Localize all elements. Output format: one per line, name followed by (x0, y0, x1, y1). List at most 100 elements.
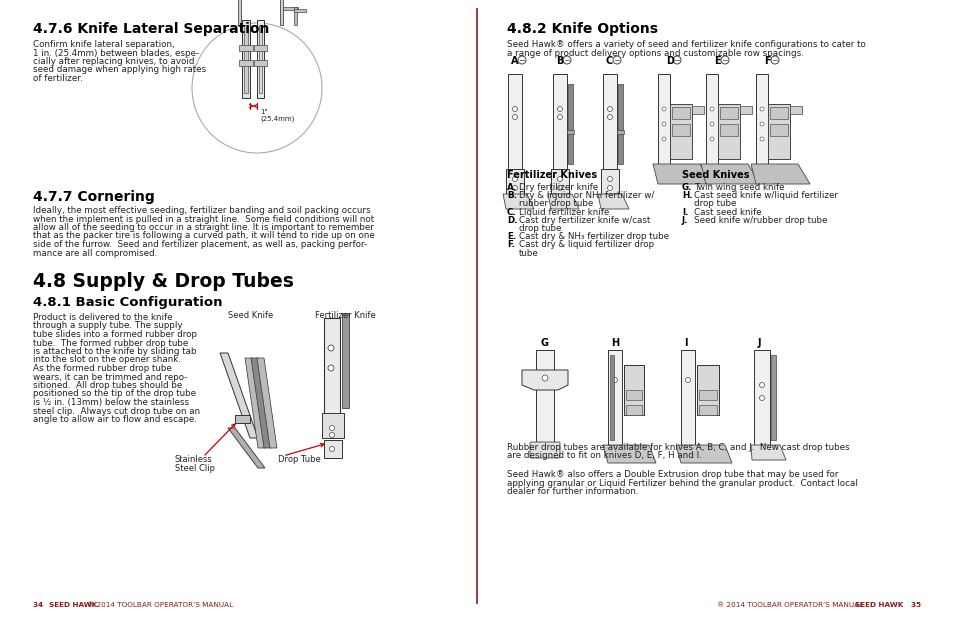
Text: Twin wing seed knife: Twin wing seed knife (693, 183, 783, 192)
Text: D.: D. (506, 216, 517, 225)
Bar (755, 74, 767, 164)
Text: E.: E. (506, 232, 516, 241)
Bar (699, 390, 717, 400)
Circle shape (328, 365, 334, 371)
Text: Liquid fertilizer knife: Liquid fertilizer knife (518, 208, 609, 216)
Circle shape (770, 56, 779, 64)
Circle shape (709, 137, 713, 141)
Text: is ½ in. (13mm) below the stainless: is ½ in. (13mm) below the stainless (33, 398, 189, 407)
Circle shape (512, 114, 517, 119)
Circle shape (709, 107, 713, 111)
Text: ® 2014 TOOLBAR OPERATOR’S MANUAL: ® 2014 TOOLBAR OPERATOR’S MANUAL (716, 602, 862, 608)
Bar (623, 365, 643, 415)
Bar (658, 74, 669, 164)
Circle shape (557, 106, 562, 111)
Text: D: D (665, 56, 673, 66)
Bar (720, 124, 738, 136)
Text: Cast seed knife w/liquid fertilizer: Cast seed knife w/liquid fertilizer (693, 191, 837, 200)
Text: ® 2014 TOOLBAR OPERATOR’S MANUAL: ® 2014 TOOLBAR OPERATOR’S MANUAL (87, 602, 233, 608)
Text: Seed Knife: Seed Knife (228, 311, 273, 320)
Text: 4.8.1 Basic Configuration: 4.8.1 Basic Configuration (33, 296, 222, 309)
Text: Seed Hawk® offers a variety of seed and fertilizer knife configurations to cater: Seed Hawk® offers a variety of seed and … (506, 40, 865, 49)
Text: SEED HAWK: SEED HAWK (854, 602, 902, 608)
Text: when the implement is pulled in a straight line.  Some field conditions will not: when the implement is pulled in a straig… (33, 214, 374, 224)
Bar (617, 130, 623, 134)
Bar (256, 20, 264, 98)
Bar (324, 318, 339, 423)
Text: of fertilizer.: of fertilizer. (33, 74, 83, 83)
Bar (740, 106, 751, 114)
Circle shape (557, 114, 562, 119)
Polygon shape (602, 445, 656, 463)
Text: I: I (683, 338, 687, 348)
Bar (253, 60, 267, 66)
Text: C.: C. (506, 208, 517, 216)
Polygon shape (547, 194, 578, 209)
Circle shape (612, 378, 617, 383)
Circle shape (672, 56, 680, 64)
Text: Stainless: Stainless (174, 455, 213, 464)
Polygon shape (251, 358, 271, 448)
Text: F: F (763, 56, 770, 66)
Text: Product is delivered to the knife: Product is delivered to the knife (33, 313, 172, 322)
Text: Dry fertilizer knife: Dry fertilizer knife (518, 183, 598, 192)
Text: I.: I. (681, 208, 688, 216)
Polygon shape (750, 445, 785, 460)
Bar (669, 104, 691, 159)
Bar (324, 440, 341, 458)
Circle shape (661, 137, 665, 141)
Text: applying granular or Liquid Fertilizer behind the granular product.  Contact loc: applying granular or Liquid Fertilizer b… (506, 478, 857, 488)
Bar (280, 0, 283, 25)
Text: Rubber drop tubes are available for knives A, B, C, and J.  New cast drop tubes: Rubber drop tubes are available for kniv… (506, 443, 849, 452)
Text: side of the furrow.  Seed and fertilizer placement, as well as, packing perfor-: side of the furrow. Seed and fertilizer … (33, 240, 367, 249)
Bar (789, 106, 801, 114)
Circle shape (512, 185, 517, 190)
Bar (625, 405, 641, 415)
Bar (600, 169, 618, 194)
Bar (244, 25, 248, 93)
Text: 4.8.2 Knife Options: 4.8.2 Knife Options (506, 22, 658, 36)
Text: J.: J. (681, 216, 688, 225)
Text: Seed Hawk® also offers a Double Extrusion drop tube that may be used for: Seed Hawk® also offers a Double Extrusio… (506, 470, 838, 479)
Bar (753, 350, 769, 445)
Text: G.: G. (681, 183, 692, 192)
Bar (566, 130, 574, 134)
Text: dealer for further information.: dealer for further information. (506, 487, 638, 496)
Bar (507, 74, 521, 169)
Text: Dry & liquid or NH₃ fertilizer w/: Dry & liquid or NH₃ fertilizer w/ (518, 191, 654, 200)
Text: 34: 34 (33, 602, 48, 608)
Bar (770, 355, 775, 440)
Bar (536, 350, 554, 445)
Text: 35: 35 (905, 602, 920, 608)
Bar (294, 9, 306, 12)
Circle shape (512, 177, 517, 182)
Circle shape (607, 185, 612, 190)
Text: into the slot on the opener shank.: into the slot on the opener shank. (33, 355, 181, 365)
Circle shape (607, 177, 612, 182)
Bar (691, 106, 703, 114)
Polygon shape (502, 194, 534, 209)
Circle shape (759, 383, 763, 387)
Polygon shape (700, 164, 760, 184)
Text: Cast seed knife: Cast seed knife (693, 208, 760, 216)
Text: G: G (540, 338, 548, 348)
Text: 4.8 Supply & Drop Tubes: 4.8 Supply & Drop Tubes (33, 272, 294, 291)
Bar (294, 7, 296, 25)
Text: seed damage when applying high rates: seed damage when applying high rates (33, 66, 206, 75)
Circle shape (720, 56, 728, 64)
Text: tube slides into a formed rubber drop: tube slides into a formed rubber drop (33, 330, 196, 339)
Text: Fertilizer Knife: Fertilizer Knife (314, 311, 375, 320)
Bar (551, 169, 568, 194)
Text: is attached to the knife by sliding tab: is attached to the knife by sliding tab (33, 347, 196, 356)
Bar (767, 104, 789, 159)
Circle shape (709, 122, 713, 126)
Bar (705, 74, 718, 164)
Circle shape (512, 106, 517, 111)
Bar (671, 107, 689, 119)
Text: Fertilizer Knives: Fertilizer Knives (506, 170, 597, 180)
Circle shape (661, 107, 665, 111)
Bar (699, 405, 717, 415)
Text: 4.7.6 Knife Lateral Separation: 4.7.6 Knife Lateral Separation (33, 22, 269, 36)
Bar (242, 20, 250, 98)
Text: tube: tube (518, 248, 538, 258)
